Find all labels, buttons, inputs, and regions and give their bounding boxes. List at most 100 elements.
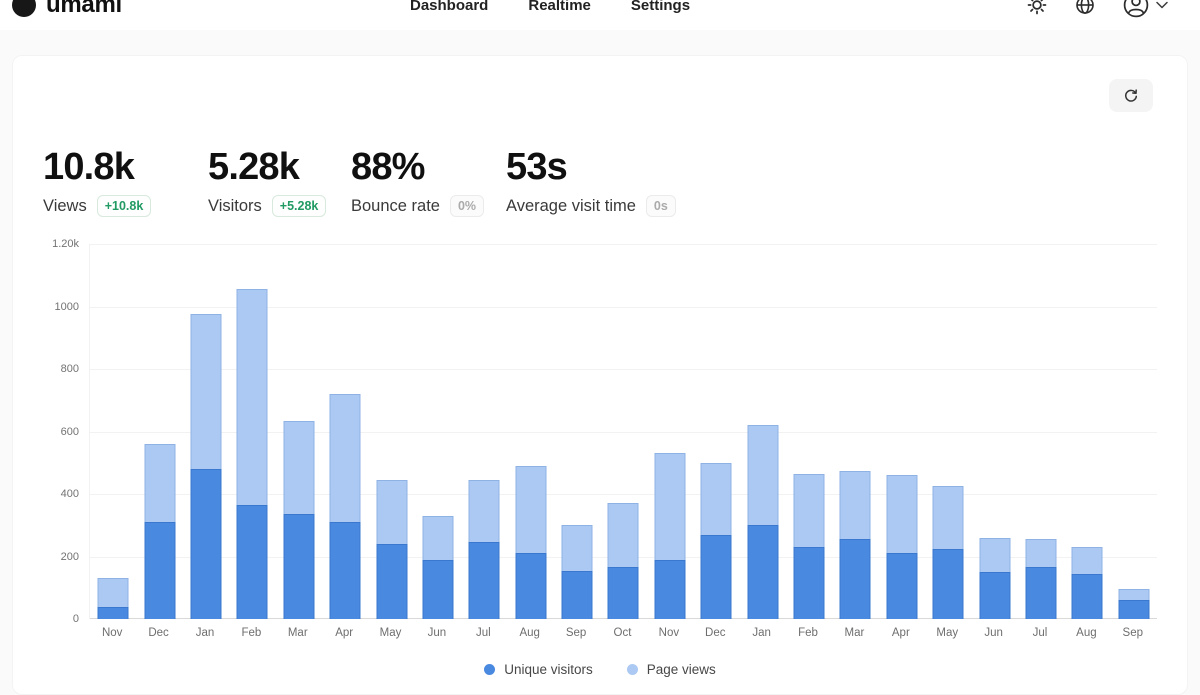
y-tick-label: 200	[60, 550, 79, 563]
bar-slot	[1064, 244, 1110, 619]
plot-area	[89, 244, 1157, 619]
top-nav: umami Dashboard Realtime Settings	[0, 0, 1200, 30]
globe-icon[interactable]	[1075, 0, 1095, 15]
unique-visitors-bar[interactable]	[190, 469, 222, 619]
unique-visitors-bar[interactable]	[932, 548, 964, 619]
y-tick-label: 600	[60, 425, 79, 438]
unique-visitors-bar[interactable]	[793, 547, 825, 619]
chart-y-axis: 1.20k 1000 800 600 400 200 0	[13, 238, 79, 625]
x-tick-label: Jun	[427, 627, 447, 639]
x-tick-label: Jul	[475, 627, 491, 639]
unique-visitors-bar[interactable]	[607, 567, 639, 619]
x-tick-label: Aug	[519, 627, 540, 639]
unique-visitors-bar[interactable]	[515, 553, 547, 619]
unique-visitors-bar[interactable]	[747, 525, 779, 619]
bar-slot	[183, 244, 229, 619]
unique-visitors-bar[interactable]	[1118, 600, 1150, 619]
bar-slot	[879, 244, 925, 619]
brand-name: umami	[46, 0, 122, 18]
umami-logo-icon	[12, 0, 36, 17]
legend-item-unique-visitors[interactable]: Unique visitors	[484, 662, 593, 677]
bar-slot	[693, 244, 739, 619]
unique-visitors-bar[interactable]	[376, 544, 408, 619]
bar-slot	[1018, 244, 1064, 619]
gridline	[90, 431, 1157, 433]
unique-visitors-bar[interactable]	[839, 539, 871, 619]
stat-visitors-label: Visitors	[208, 196, 262, 215]
bar-slot	[600, 244, 646, 619]
x-tick-label: Jun	[984, 627, 1003, 639]
nav-item-settings[interactable]: Settings	[630, 0, 691, 14]
unique-visitors-bar[interactable]	[561, 570, 593, 619]
stat-avg-visit-time: 53s Average visit time 0s	[506, 144, 676, 217]
brand-logo[interactable]: umami	[12, 0, 122, 19]
nav-item-realtime[interactable]: Realtime	[528, 0, 591, 14]
stat-visitors-value: 5.28k	[208, 146, 300, 188]
stat-views-label: Views	[43, 196, 87, 215]
unique-visitors-bar[interactable]	[236, 504, 268, 619]
bar-slot	[971, 244, 1017, 619]
stat-visitors-change-badge: +5.28k	[271, 195, 327, 217]
user-avatar-icon	[1123, 0, 1149, 18]
unique-visitors-bar[interactable]	[979, 572, 1011, 619]
sun-icon[interactable]	[1027, 0, 1047, 15]
y-tick-label: 400	[60, 488, 79, 500]
bar-slot	[461, 244, 507, 619]
unique-visitors-bar[interactable]	[654, 559, 686, 619]
profile-menu[interactable]	[1123, 0, 1168, 18]
x-tick-label: Apr	[891, 627, 910, 639]
stat-views-change-badge: +10.8k	[96, 195, 152, 217]
x-tick-label: Nov	[101, 627, 123, 639]
gridline	[90, 244, 1157, 245]
stat-bounce-rate-value: 88%	[351, 146, 425, 188]
x-tick-label: Oct	[613, 627, 632, 639]
bar-slot	[832, 244, 878, 619]
chart-x-axis: Nov Dec Jan Feb Mar Apr May Jun Jul Aug Sep Oct Nov D…	[89, 627, 1156, 639]
unique-visitors-bar[interactable]	[886, 553, 918, 619]
x-tick-label: May	[936, 627, 959, 639]
chevron-down-icon	[1156, 1, 1168, 9]
unique-visitors-bar[interactable]	[97, 606, 129, 619]
x-tick-label: Jul	[1032, 627, 1048, 639]
nav-item-dashboard[interactable]: Dashboard	[410, 0, 489, 14]
unique-visitors-bar[interactable]	[144, 522, 176, 619]
y-tick-label: 1.20k	[52, 238, 79, 250]
stat-avg-visit-time-change-badge: 0s	[645, 195, 676, 217]
y-tick-label: 0	[72, 613, 79, 625]
bar-slot	[1111, 244, 1157, 619]
legend-item-page-views[interactable]: Page views	[626, 662, 716, 677]
x-tick-label: Jan	[752, 627, 771, 639]
unique-visitors-bar[interactable]	[329, 522, 361, 619]
x-tick-label: Nov	[658, 627, 680, 639]
unique-visitors-bar[interactable]	[283, 514, 315, 619]
gridline	[90, 369, 1157, 370]
bar-slot	[229, 244, 275, 619]
bar-slot	[925, 244, 971, 619]
unique-visitors-bar[interactable]	[422, 559, 454, 619]
unique-visitors-bar[interactable]	[1071, 573, 1103, 619]
stat-visitors: 5.28k Visitors +5.28k	[208, 144, 327, 217]
x-tick-label: Dec	[705, 627, 726, 639]
stat-views: 10.8k Views +10.8k	[43, 144, 152, 217]
x-tick-label: Dec	[148, 627, 169, 639]
x-tick-label: Apr	[335, 627, 354, 639]
nav-links: Dashboard Realtime Settings	[410, 0, 690, 14]
refresh-button[interactable]	[1109, 79, 1153, 112]
x-tick-label: Mar	[287, 627, 308, 639]
stat-bounce-rate: 88% Bounce rate 0%	[351, 144, 485, 217]
stat-avg-visit-time-value: 53s	[506, 146, 568, 188]
x-tick-label: Feb	[798, 627, 818, 639]
y-tick-label: 1000	[54, 300, 79, 313]
unique-visitors-bar[interactable]	[700, 534, 732, 619]
bars-container	[90, 244, 1157, 619]
stat-bounce-rate-label: Bounce rate	[351, 196, 440, 215]
bar-slot	[554, 244, 600, 619]
unique-visitors-bar[interactable]	[468, 542, 500, 619]
page-views-dot-icon	[626, 664, 638, 675]
unique-visitors-bar[interactable]	[1025, 567, 1057, 619]
unique-visitors-dot-icon	[484, 664, 496, 675]
x-tick-label: Sep	[1122, 627, 1144, 639]
x-tick-label: May	[379, 627, 402, 639]
bar-slot	[739, 244, 785, 619]
x-tick-label: Mar	[844, 627, 865, 639]
